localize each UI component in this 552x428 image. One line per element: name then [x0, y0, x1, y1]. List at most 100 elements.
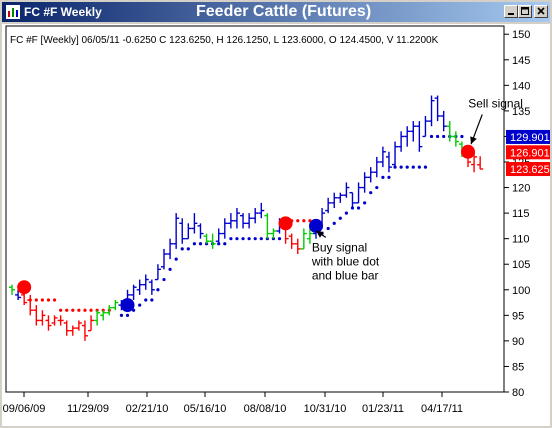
annotation-arrowhead	[316, 231, 324, 238]
stop-dot	[138, 303, 142, 307]
stop-dot	[277, 237, 282, 241]
price-label-box	[506, 129, 550, 144]
sell-signal-dot	[461, 144, 475, 159]
y-tick-label: 95	[512, 310, 524, 322]
stop-dot	[34, 298, 38, 302]
price-label-box	[506, 145, 550, 160]
stop-dot	[89, 308, 93, 312]
sell-signal-dot	[17, 280, 32, 295]
y-tick-label: 135	[512, 106, 530, 118]
stop-dot	[125, 313, 130, 317]
stop-dot	[423, 165, 428, 169]
minimize-icon	[508, 13, 514, 15]
buy-signal-dot	[309, 218, 323, 233]
stop-dot	[174, 257, 178, 261]
stop-dot	[83, 308, 87, 312]
y-tick-label: 140	[512, 80, 530, 92]
stop-dot	[46, 298, 51, 302]
stop-dot	[356, 206, 361, 210]
sell-signal-dot	[278, 216, 293, 231]
stop-dot	[436, 134, 440, 139]
stop-dot	[223, 242, 227, 246]
stop-dot	[162, 277, 166, 282]
stop-dot	[168, 267, 172, 271]
price-label-text: 123.625	[510, 164, 550, 176]
stop-dot	[235, 237, 239, 241]
stop-dot	[369, 191, 373, 195]
stop-dot	[332, 221, 336, 225]
y-tick-label: 115	[512, 208, 530, 220]
stop-dot	[77, 308, 81, 312]
stop-dot	[411, 165, 415, 169]
x-tick-label: 08/08/10	[244, 403, 287, 415]
price-info-line: FC #F [Weekly] 06/05/11 -0.6250 C 123.62…	[10, 35, 439, 46]
stop-dot	[186, 247, 190, 251]
stop-dot	[156, 288, 160, 292]
plot-frame	[5, 25, 505, 393]
y-tick-label: 100	[512, 285, 530, 297]
stop-dot	[338, 216, 342, 220]
stop-dot	[296, 219, 300, 223]
stop-dot	[229, 237, 233, 241]
y-tick-label: 80	[512, 387, 524, 399]
stop-dot	[417, 165, 421, 169]
stop-dot	[71, 308, 75, 312]
annotation-text: Buy signal	[312, 240, 367, 254]
x-tick-label: 09/06/09	[3, 403, 46, 415]
annotation-text: and blue bar	[312, 268, 379, 282]
stop-dot	[198, 242, 203, 246]
x-tick-label: 10/31/10	[304, 403, 347, 415]
buy-signal-dot	[120, 298, 135, 313]
stop-dot	[344, 211, 348, 215]
stop-dot	[241, 237, 245, 241]
x-tick-label: 05/16/10	[184, 403, 227, 415]
stop-dot	[381, 175, 385, 179]
stop-dot	[144, 298, 148, 302]
plot-area[interactable]: 8085909510010511011512012513013514014515…	[2, 24, 550, 426]
stop-dot	[302, 219, 306, 223]
price-label-text: 129.901	[510, 132, 550, 144]
price-label-box	[506, 162, 550, 177]
price-chart[interactable]: 8085909510010511011512012513013514014515…	[2, 24, 550, 426]
maximize-icon	[521, 7, 529, 15]
y-tick-label: 105	[512, 259, 530, 271]
stop-dot	[247, 237, 251, 241]
stop-dot	[363, 201, 367, 205]
stop-dot	[192, 242, 196, 246]
stop-dot	[442, 134, 446, 139]
price-label-text: 126.901	[510, 147, 550, 159]
close-icon	[537, 7, 545, 15]
stop-dot	[429, 134, 434, 139]
annotation-text: with blue dot	[311, 254, 380, 268]
y-tick-label: 120	[512, 183, 530, 195]
chart-window-icon	[6, 5, 20, 19]
y-tick-label: 85	[512, 361, 524, 373]
maximize-button[interactable]	[518, 5, 532, 18]
stop-dot	[405, 165, 409, 169]
y-tick-label: 145	[512, 55, 530, 67]
close-button[interactable]	[534, 5, 548, 18]
y-tick-label: 110	[512, 234, 530, 246]
x-tick-label: 01/23/11	[362, 403, 404, 415]
stop-dot	[59, 308, 63, 312]
x-tick-label: 02/21/10	[126, 403, 169, 415]
stop-dot	[180, 247, 184, 251]
stop-dot	[119, 313, 124, 317]
stop-dot	[65, 308, 69, 312]
stop-dot	[387, 175, 391, 179]
x-tick-label: 04/17/11	[421, 403, 463, 415]
minimize-button[interactable]	[504, 5, 518, 18]
annotation-arrowhead	[470, 136, 477, 145]
y-tick-label: 90	[512, 336, 524, 348]
stop-dot	[460, 134, 464, 139]
stop-dot	[326, 226, 330, 231]
stop-dot	[150, 298, 154, 302]
stop-dot	[52, 298, 57, 302]
stop-dot	[40, 298, 45, 302]
stop-dot	[259, 237, 263, 241]
title-bar[interactable]: FC #F Weekly Feeder Cattle (Futures)	[2, 2, 550, 22]
stop-dot	[375, 185, 379, 190]
annotation-text: Sell signal	[468, 96, 523, 110]
window-title: FC #F Weekly	[24, 5, 102, 19]
